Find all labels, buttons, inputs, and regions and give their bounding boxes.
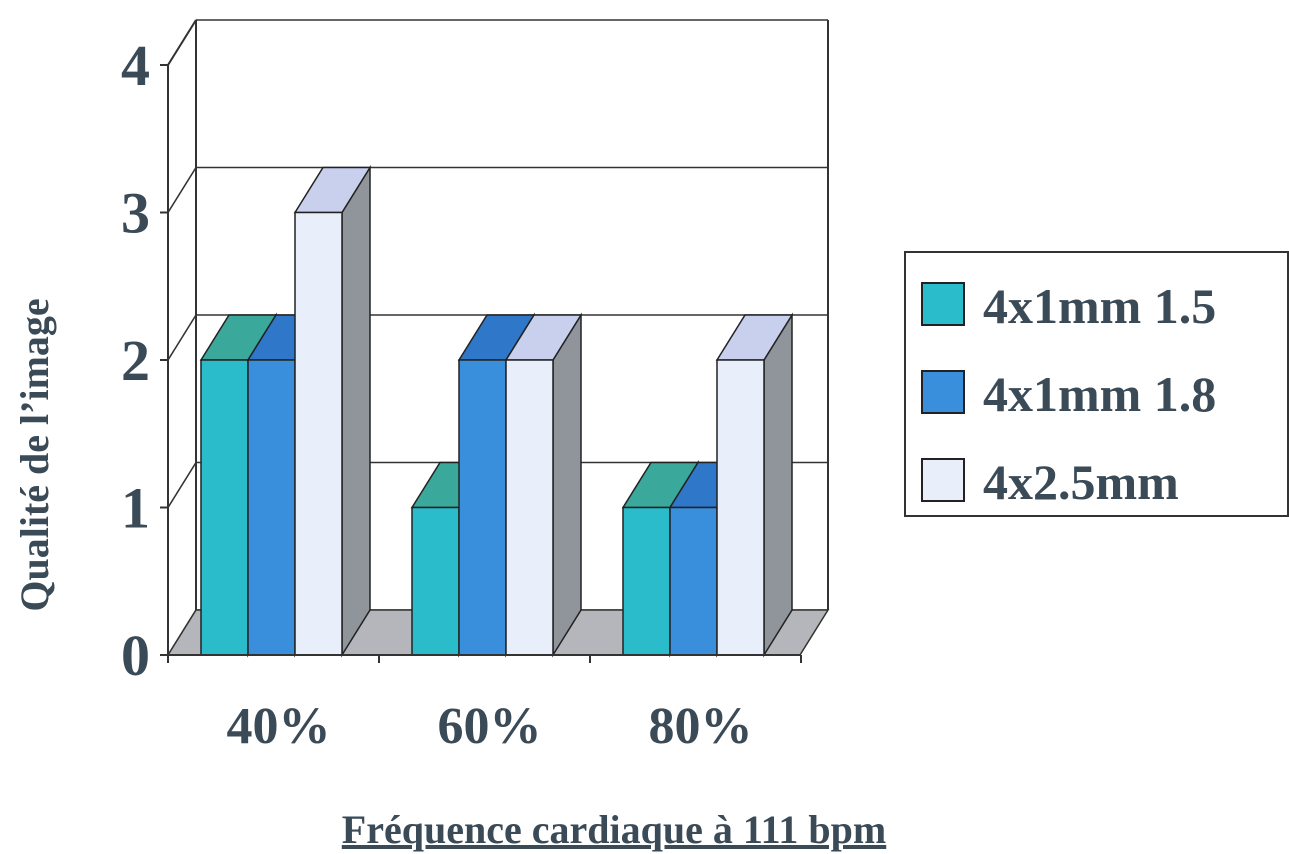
legend-label: 4x1mm 1.5: [983, 278, 1216, 334]
x-tick-label: 60%: [438, 698, 542, 755]
x-tick-label: 40%: [227, 698, 331, 755]
y-tick-label: 2: [121, 328, 150, 393]
legend-box: [904, 251, 1289, 517]
legend-swatch: [921, 282, 965, 326]
legend-label: 4x1mm 1.8: [983, 366, 1216, 422]
y-tick-label: 3: [121, 181, 150, 246]
legend-item: 4x2.5mm: [921, 454, 1179, 510]
legend: 4x1mm 1.5 4x1mm 1.8 4x2.5mm: [904, 251, 1289, 517]
legend-label: 4x2.5mm: [983, 454, 1179, 510]
bar: [293, 164, 372, 658]
axes: 0 1 2 3 4 40% 60% 80%: [121, 33, 802, 755]
legend-swatch: [921, 458, 965, 502]
bar: [504, 312, 583, 658]
y-tick-label: 1: [121, 476, 150, 541]
bar: [715, 312, 794, 658]
x-axis-label: Fréquence cardiaque à 111 bpm: [342, 807, 886, 852]
legend-swatch: [921, 370, 965, 414]
y-axis-label: Qualité de l’image: [12, 298, 57, 611]
bars: [199, 164, 794, 658]
y-tick-label: 0: [121, 623, 150, 688]
x-tick-label: 80%: [649, 698, 753, 755]
y-tick-label: 4: [121, 33, 150, 98]
legend-item: 4x1mm 1.8: [921, 366, 1216, 422]
legend-item: 4x1mm 1.5: [921, 278, 1216, 334]
